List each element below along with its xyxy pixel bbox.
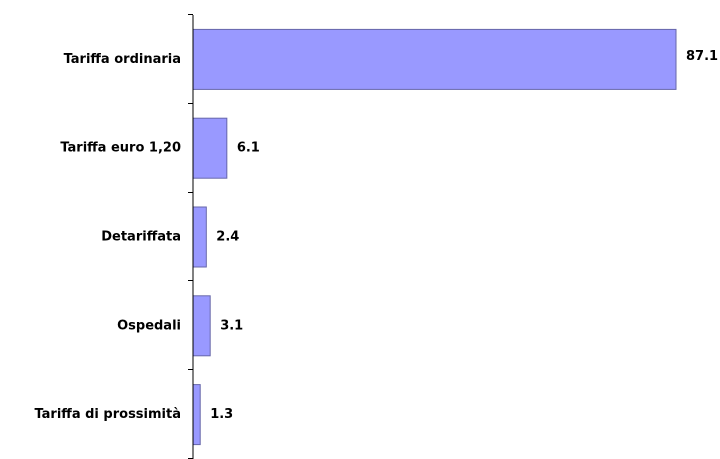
value-label-ospedali: 3.1	[220, 318, 243, 333]
category-axis	[188, 14, 194, 459]
category-label-tariffa-di-prossimita: Tariffa di prossimità	[34, 407, 181, 422]
bar-ospedali	[192, 295, 211, 357]
category-label-tariffa-euro-1-20: Tariffa euro 1,20	[60, 141, 181, 156]
bar-tariffa-di-prossimita	[192, 384, 201, 446]
value-labels: 87.1 6.1 2.4 3.1 1.3	[210, 49, 718, 422]
bar-tariffa-euro-1-20	[192, 117, 228, 179]
category-labels: Tariffa ordinaria Tariffa euro 1,20 Detari…	[34, 52, 181, 422]
value-label-tariffa-euro-1-20: 6.1	[237, 141, 260, 156]
value-label-tariffa-ordinaria: 87.1	[686, 49, 718, 64]
value-label-tariffa-di-prossimita: 1.3	[210, 407, 233, 422]
category-label-ospedali: Ospedali	[117, 318, 181, 333]
bars-layer	[192, 28, 677, 446]
bar-tariffa-ordinaria	[192, 28, 677, 90]
value-label-detariffata: 2.4	[216, 230, 239, 245]
bar-detariffata	[192, 206, 207, 268]
category-label-detariffata: Detariffata	[101, 230, 181, 245]
category-label-tariffa-ordinaria: Tariffa ordinaria	[64, 52, 181, 67]
